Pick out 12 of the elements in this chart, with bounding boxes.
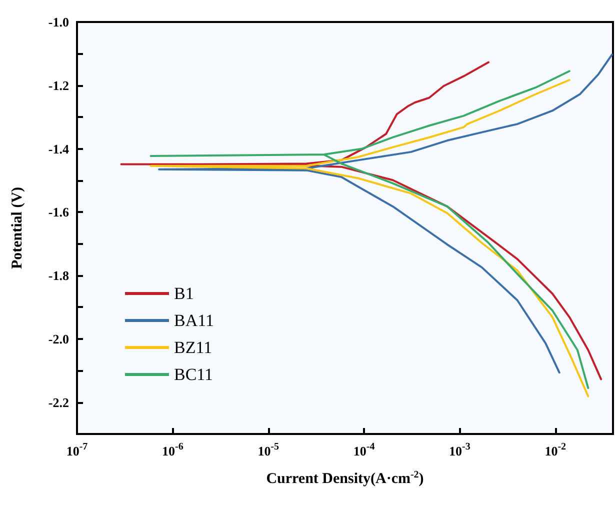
y-tick-label: -2.2 xyxy=(48,394,69,410)
y-tick-label: -1.0 xyxy=(48,14,69,30)
y-tick-label: -1.2 xyxy=(48,78,69,93)
legend-label: BC11 xyxy=(174,365,214,384)
legend-label: B1 xyxy=(174,284,194,303)
y-tick-label: -1.4 xyxy=(48,141,70,156)
y-tick-label: -2.0 xyxy=(48,331,69,346)
y-tick-label: -1.6 xyxy=(48,204,70,220)
legend-label: BZ11 xyxy=(174,338,212,357)
y-tick-label: -1.8 xyxy=(48,268,70,284)
legend-label: BA11 xyxy=(174,311,214,330)
y-axis-title: Potential (V) xyxy=(10,186,26,270)
